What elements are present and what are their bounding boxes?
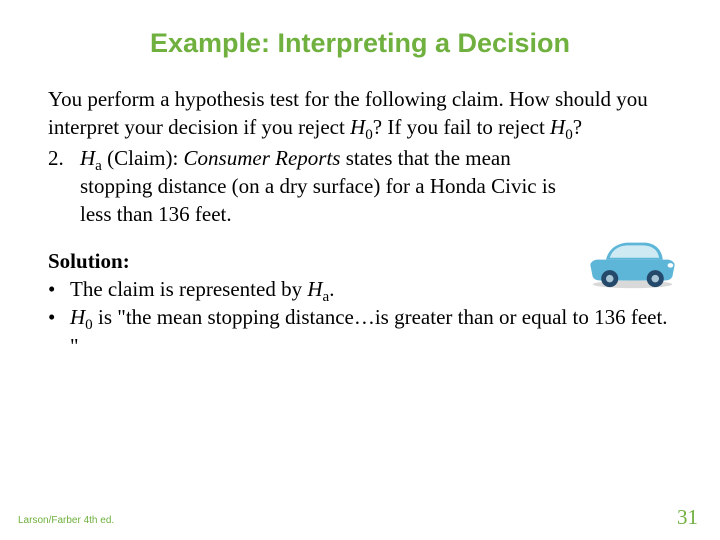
claim-label: (Claim): bbox=[102, 146, 178, 170]
car-hub-left bbox=[606, 275, 614, 283]
bullet-2: • H0 is "the mean stopping distance…is g… bbox=[48, 303, 672, 360]
b2-h: H bbox=[70, 305, 85, 329]
h0-symbol-1: H bbox=[350, 115, 365, 139]
ha-sub: a bbox=[95, 158, 102, 174]
footer-attribution: Larson/Farber 4th ed. bbox=[18, 515, 114, 526]
item-number: 2. bbox=[48, 144, 80, 229]
consumer-reports: Consumer Reports bbox=[184, 146, 341, 170]
slide-title: Example: Interpreting a Decision bbox=[48, 28, 672, 59]
slide-container: Example: Interpreting a Decision You per… bbox=[0, 0, 720, 540]
h0-sub-2: 0 bbox=[565, 128, 573, 144]
b1-pre: The claim is represented by bbox=[70, 277, 307, 301]
car-icon bbox=[585, 235, 680, 290]
title-text: Example: Interpreting a Decision bbox=[150, 28, 570, 58]
bullet-mark: • bbox=[48, 275, 70, 303]
b2-sub: 0 bbox=[85, 318, 93, 334]
ha-symbol: H bbox=[80, 146, 95, 170]
b1-h: H bbox=[307, 277, 322, 301]
numbered-item: 2. Ha (Claim): Consumer Reports states t… bbox=[48, 144, 672, 229]
intro-paragraph: You perform a hypothesis test for the fo… bbox=[48, 85, 672, 142]
bullet-2-body: H0 is "the mean stopping distance…is gre… bbox=[70, 303, 672, 360]
bullet-1-body: The claim is represented by Ha. bbox=[70, 275, 672, 303]
page-number: 31 bbox=[677, 505, 698, 530]
bullet-1: • The claim is represented by Ha. bbox=[48, 275, 672, 303]
car-hub-right bbox=[651, 275, 659, 283]
h0-symbol-2: H bbox=[550, 115, 565, 139]
item-body: Ha (Claim): Consumer Reports states that… bbox=[80, 144, 672, 229]
car-headlight bbox=[668, 263, 674, 268]
b2-text: is "the mean stopping distance…is greate… bbox=[70, 305, 668, 357]
solution-label: Solution: bbox=[48, 247, 672, 275]
h0-sub-1: 0 bbox=[365, 128, 373, 144]
b1-post: . bbox=[329, 277, 334, 301]
solution-block: Solution: • The claim is represented by … bbox=[48, 247, 672, 360]
intro-q1: ? If you fail to reject bbox=[373, 115, 550, 139]
bullet-mark: • bbox=[48, 303, 70, 360]
intro-q2: ? bbox=[573, 115, 582, 139]
